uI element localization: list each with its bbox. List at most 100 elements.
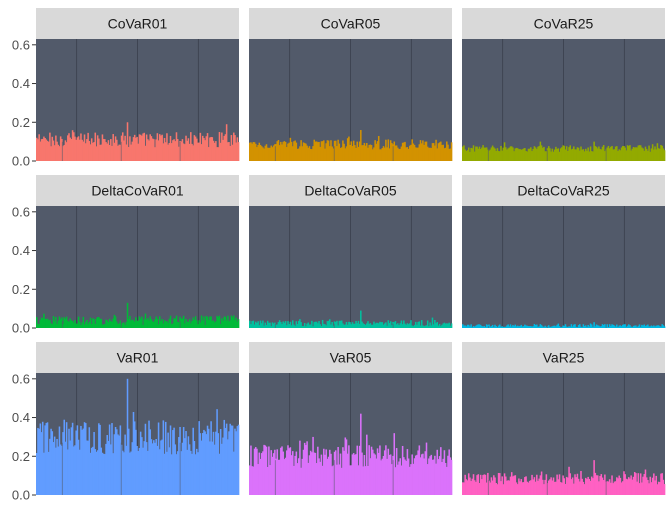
bar: [163, 138, 166, 161]
bar: [83, 134, 86, 161]
bar: [534, 147, 537, 161]
bar: [479, 324, 482, 328]
bar: [218, 132, 221, 161]
bar: [423, 144, 425, 161]
bar: [118, 144, 120, 161]
bar: [228, 142, 230, 161]
bar: [571, 477, 574, 495]
bar: [88, 321, 91, 328]
bar: [521, 326, 524, 328]
bar: [161, 439, 163, 495]
bar: [559, 482, 562, 495]
bar: [320, 141, 323, 161]
bar: [630, 475, 632, 495]
bar: [235, 142, 237, 161]
bar: [252, 141, 255, 161]
bar: [422, 140, 424, 161]
bar: [369, 323, 372, 328]
bar: [149, 429, 151, 495]
bar: [100, 144, 103, 161]
bar: [441, 145, 443, 161]
bar: [654, 480, 656, 495]
bar: [174, 141, 177, 161]
bar: [642, 148, 644, 161]
bar: [150, 136, 153, 161]
bar: [588, 326, 591, 328]
bar: [366, 434, 368, 495]
bar: [440, 141, 442, 161]
facet-strip-label: VaR01: [117, 350, 159, 366]
bar: [446, 466, 448, 495]
bar: [393, 141, 396, 161]
bar: [219, 429, 222, 495]
bar: [104, 139, 106, 161]
bar: [280, 141, 282, 161]
facet-panel-covar25: CoVaR25: [462, 8, 666, 161]
bar: [525, 150, 527, 161]
bar: [435, 463, 437, 495]
bar: [467, 147, 470, 161]
bar: [194, 454, 197, 495]
bar: [495, 483, 497, 495]
bar: [290, 455, 293, 495]
bar: [217, 317, 220, 328]
bar: [77, 316, 80, 328]
bar: [258, 325, 261, 328]
bar: [556, 324, 558, 328]
bar: [373, 321, 375, 328]
bar: [222, 139, 224, 161]
bar: [181, 442, 184, 495]
bar: [654, 326, 656, 328]
bar: [537, 146, 539, 161]
y-tick-label: 0.4: [12, 410, 30, 425]
bar: [429, 322, 431, 328]
bar: [438, 323, 441, 328]
bar: [435, 323, 437, 328]
bar: [75, 430, 77, 495]
bar: [370, 446, 373, 495]
bar: [318, 141, 320, 161]
bar: [543, 146, 545, 161]
bar: [660, 144, 662, 161]
bar: [504, 147, 507, 161]
bar: [295, 142, 298, 161]
bar: [234, 428, 236, 495]
bar: [624, 147, 626, 161]
bar: [50, 428, 52, 495]
bar: [121, 132, 124, 161]
bar: [190, 132, 192, 161]
bar: [342, 140, 344, 161]
bar: [570, 149, 573, 161]
bar: [294, 140, 296, 161]
bar: [542, 326, 544, 328]
bar: [499, 324, 501, 328]
bar: [617, 151, 619, 161]
bar: [552, 477, 555, 495]
bar: [536, 148, 538, 161]
bar: [375, 143, 378, 161]
bar: [92, 446, 94, 495]
bar: [105, 142, 107, 161]
bar: [440, 326, 442, 328]
bar: [412, 143, 415, 161]
bar: [419, 140, 422, 161]
bar: [86, 139, 88, 161]
bar: [142, 324, 144, 328]
bar: [194, 316, 197, 328]
bar: [227, 142, 229, 161]
bar: [504, 476, 507, 495]
bar: [327, 140, 330, 161]
bar: [632, 476, 635, 495]
bar: [386, 325, 388, 328]
bar: [450, 142, 453, 161]
bar: [184, 438, 186, 495]
bar: [645, 477, 648, 495]
facet-panel-var05: VaR05: [249, 342, 453, 495]
bar: [186, 321, 188, 328]
bar: [290, 141, 293, 161]
bar: [627, 145, 630, 161]
bar: [111, 423, 113, 495]
bar: [508, 480, 511, 495]
bar: [205, 315, 208, 328]
bar: [192, 427, 194, 495]
